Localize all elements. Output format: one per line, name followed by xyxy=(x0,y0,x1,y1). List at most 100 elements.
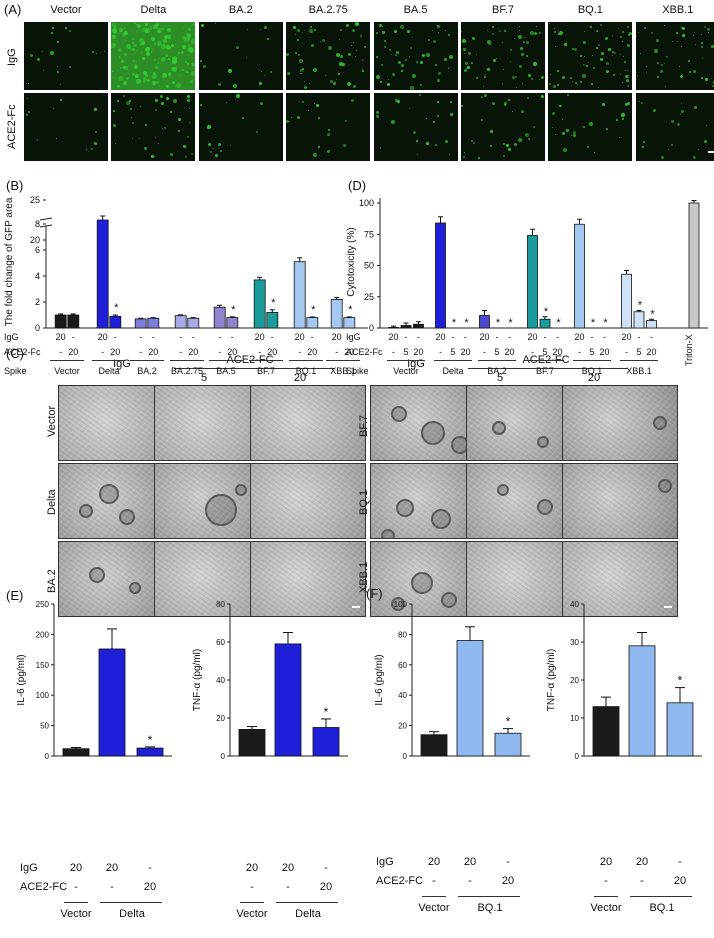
gfp-dot xyxy=(566,94,569,97)
y-axis-label: IL-6 (pg/ml) xyxy=(16,654,27,705)
gfp-dot xyxy=(572,131,576,135)
gfp-dot xyxy=(492,33,495,35)
group-label: BQ.1 xyxy=(477,902,503,914)
gfp-dot xyxy=(186,95,190,99)
gfp-dot xyxy=(153,24,159,30)
gfp-dot xyxy=(348,52,352,56)
gfp-dot xyxy=(664,63,666,64)
gfp-dot xyxy=(597,86,599,88)
b-spike-label: BF.7 xyxy=(256,366,275,376)
gfp-dot xyxy=(131,29,133,31)
b-spike-label: BA.2 xyxy=(137,366,157,376)
gfp-dot xyxy=(338,62,343,67)
gfp-dot xyxy=(666,55,669,58)
b-ace-value: - xyxy=(179,347,183,357)
d-igg-value: - xyxy=(556,332,559,342)
gfp-dot xyxy=(270,70,273,73)
gfp-dot xyxy=(557,69,560,72)
gfp-dot xyxy=(627,84,630,87)
gfp-dot xyxy=(184,155,187,158)
gfp-dot xyxy=(426,118,428,119)
gfp-dot xyxy=(518,137,523,142)
gfp-dot xyxy=(501,83,503,85)
gfp-dot xyxy=(679,114,681,115)
gfp-dot xyxy=(124,28,126,30)
c-right-header-line xyxy=(468,368,628,369)
gfp-dot xyxy=(153,59,156,61)
c-left-header-line xyxy=(174,368,334,369)
y-tick-label: 10 xyxy=(570,714,579,723)
gfp-dot xyxy=(461,30,463,32)
micrograph-tile xyxy=(250,541,366,617)
gfp-dot xyxy=(154,42,157,45)
gfp-dot xyxy=(491,101,495,105)
micrograph-tile xyxy=(562,541,678,617)
d-row-label-igg: IgG xyxy=(346,332,361,342)
gfp-dot xyxy=(375,115,379,119)
gfp-dot xyxy=(141,57,145,61)
gfp-dot xyxy=(161,57,167,63)
gfp-dot xyxy=(111,76,113,78)
gfp-dot xyxy=(116,99,119,102)
gfp-dot xyxy=(518,26,520,28)
d-ace-value: - xyxy=(531,347,534,357)
gfp-dot xyxy=(320,41,322,43)
gfp-dot xyxy=(436,78,440,82)
bar xyxy=(238,728,266,757)
gfp-dot xyxy=(94,131,97,134)
panel-e-il6-chart: IL-6 (pg/ml) 0 50 100 150 200 250 * xyxy=(16,600,172,761)
gfp-dot xyxy=(120,59,124,63)
y-tick-label: 30 xyxy=(570,638,579,647)
gfp-dot xyxy=(189,108,191,110)
y-tick-label: 40 xyxy=(216,676,225,685)
gfp-dot xyxy=(112,109,115,112)
gfp-dot xyxy=(50,50,55,55)
c-right-header-igg: IgG xyxy=(407,358,425,370)
bar xyxy=(109,315,122,329)
gfp-dot xyxy=(134,22,137,24)
gfp-dot xyxy=(153,71,157,75)
gfp-dot xyxy=(172,80,176,84)
b-group-underline xyxy=(170,360,204,361)
gfp-dot xyxy=(445,139,449,143)
gfp-dot xyxy=(443,57,447,61)
significance-star: * xyxy=(638,300,643,312)
gfp-dot xyxy=(165,45,171,51)
c-row-label-bf7: BF.7 xyxy=(358,414,370,437)
gfp-dot xyxy=(164,53,168,57)
gfp-dot xyxy=(681,46,683,48)
c-row-label-bq1: BQ.1 xyxy=(358,489,370,515)
gfp-dot xyxy=(36,58,40,62)
gfp-dot xyxy=(661,63,664,66)
gfp-dot xyxy=(651,31,654,34)
gfp-dot xyxy=(487,40,491,45)
d-ace-value: 20 xyxy=(504,347,515,357)
gfp-dot xyxy=(167,28,172,33)
gfp-dot xyxy=(345,119,348,122)
gfp-dot xyxy=(315,103,319,107)
gfp-dot xyxy=(619,54,621,56)
gfp-dot xyxy=(136,50,138,51)
panel-label-c: (C) xyxy=(6,346,25,361)
c-left-header-igg: IgG xyxy=(113,358,131,370)
gfp-dot xyxy=(124,53,128,57)
panel-label-a: (A) xyxy=(4,2,22,17)
bar xyxy=(147,317,160,329)
d-ace-value: 20 xyxy=(460,347,471,357)
cell-lesion xyxy=(89,567,105,583)
gfp-dot xyxy=(449,101,452,104)
gfp-dot xyxy=(95,52,97,54)
gfp-dot xyxy=(574,81,577,84)
gfp-dot xyxy=(42,51,44,53)
group-underline xyxy=(458,896,520,897)
gfp-dot xyxy=(412,131,416,135)
group-label: Vector xyxy=(590,902,622,914)
gfp-dot xyxy=(548,22,550,24)
b-igg-value: 20 xyxy=(331,332,342,342)
column-title-bq1: BQ.1 xyxy=(577,4,603,16)
gfp-dot xyxy=(461,104,464,107)
gfp-dot xyxy=(158,143,160,145)
significance-star: * xyxy=(148,733,153,747)
gfp-dot xyxy=(129,99,132,102)
gfp-dot xyxy=(698,148,700,150)
